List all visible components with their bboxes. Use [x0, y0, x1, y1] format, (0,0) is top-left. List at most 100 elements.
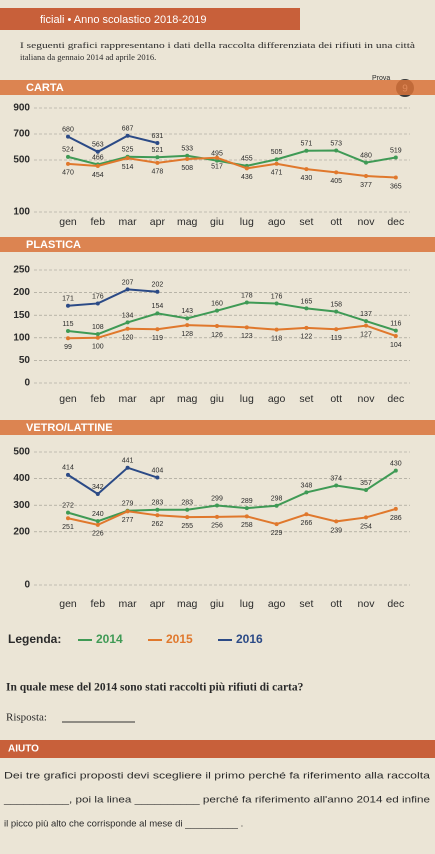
point — [125, 133, 130, 138]
point — [95, 519, 100, 524]
data-label: 441 — [122, 458, 134, 465]
point — [155, 327, 160, 332]
legend-title: Legenda: — [8, 632, 61, 646]
point — [304, 148, 309, 153]
x-tick-label: gen — [59, 598, 77, 610]
data-label: 299 — [211, 495, 223, 502]
data-label: 342 — [92, 484, 104, 491]
x-tick-label: ott — [330, 216, 342, 228]
x-tick-label: feb — [90, 216, 105, 228]
point — [364, 319, 368, 324]
point — [155, 289, 160, 294]
x-tick-label: mar — [119, 598, 138, 610]
data-label: 123 — [241, 333, 253, 340]
point — [274, 157, 279, 162]
point — [66, 161, 70, 166]
y-tick-label: 0 — [24, 378, 30, 389]
x-tick-label: mag — [177, 393, 198, 405]
point — [125, 326, 130, 331]
point — [155, 311, 160, 316]
point — [274, 327, 279, 332]
data-label: 127 — [360, 331, 372, 338]
point — [66, 303, 70, 308]
point — [185, 153, 190, 158]
point — [95, 301, 100, 306]
point — [364, 160, 368, 165]
data-label: 436 — [241, 174, 253, 181]
point — [244, 514, 249, 519]
point — [215, 158, 219, 163]
point — [244, 300, 249, 305]
point — [334, 327, 339, 332]
data-label: 258 — [241, 522, 253, 529]
y-tick-label: 100 — [13, 207, 30, 218]
x-tick-label: dec — [387, 598, 404, 610]
data-label: 165 — [301, 298, 313, 305]
point — [274, 522, 279, 527]
point — [95, 492, 100, 497]
chart-title: PLASTICA — [26, 239, 81, 251]
data-label: 348 — [301, 482, 313, 489]
point — [185, 316, 190, 321]
point — [125, 509, 130, 514]
data-label: 158 — [330, 301, 342, 308]
point — [274, 161, 279, 166]
data-label: 279 — [122, 501, 134, 508]
point — [155, 160, 160, 165]
y-tick-label: 700 — [13, 129, 30, 140]
y-tick-label: 250 — [13, 265, 30, 276]
data-label: 571 — [301, 141, 313, 148]
x-tick-label: set — [299, 598, 313, 610]
point — [393, 175, 398, 180]
point — [393, 155, 398, 160]
y-tick-label: 150 — [13, 310, 30, 321]
data-label: 143 — [181, 308, 193, 315]
point — [215, 514, 219, 519]
data-label: 514 — [122, 164, 134, 171]
series-line — [67, 301, 397, 336]
x-tick-label: lug — [240, 598, 254, 610]
point — [393, 506, 398, 511]
data-label: 120 — [122, 335, 134, 342]
point — [304, 512, 309, 517]
data-label: 283 — [152, 500, 164, 507]
point — [95, 335, 100, 340]
data-label: 272 — [62, 502, 74, 509]
data-label: 118 — [271, 336, 282, 343]
data-label: 631 — [152, 133, 164, 140]
point — [244, 506, 249, 511]
y-tick-label: 200 — [13, 526, 30, 537]
help-line: __________, poi la linea __________ perc… — [3, 795, 430, 806]
data-label: 573 — [330, 140, 342, 147]
intro-line: I seguenti grafici rappresentano i dati … — [20, 40, 415, 50]
x-tick-label: ott — [330, 598, 342, 610]
point — [304, 167, 309, 172]
point — [215, 308, 219, 313]
data-label: 455 — [241, 156, 253, 163]
data-label: 524 — [62, 147, 74, 154]
point — [393, 328, 398, 333]
data-label: 239 — [330, 527, 342, 534]
x-tick-label: gen — [59, 393, 77, 405]
point — [393, 333, 398, 338]
x-tick-label: nov — [358, 216, 376, 228]
x-tick-label: set — [299, 393, 313, 405]
point — [244, 166, 249, 171]
point — [155, 475, 160, 480]
data-label: 277 — [122, 517, 134, 524]
help-line: Dei tre grafici proposti devi scegliere … — [4, 771, 431, 782]
data-label: 680 — [62, 126, 74, 133]
data-label: 286 — [390, 515, 402, 522]
data-label: 116 — [390, 320, 401, 327]
series-line — [67, 466, 158, 496]
point — [215, 155, 219, 160]
data-label: 377 — [360, 182, 372, 189]
x-tick-label: giu — [210, 216, 224, 228]
point — [334, 483, 339, 488]
badge-label: Prova — [372, 75, 390, 82]
chart-title-band — [0, 237, 435, 252]
point — [95, 149, 100, 154]
data-label: 262 — [152, 521, 164, 528]
data-label: 137 — [360, 311, 372, 318]
